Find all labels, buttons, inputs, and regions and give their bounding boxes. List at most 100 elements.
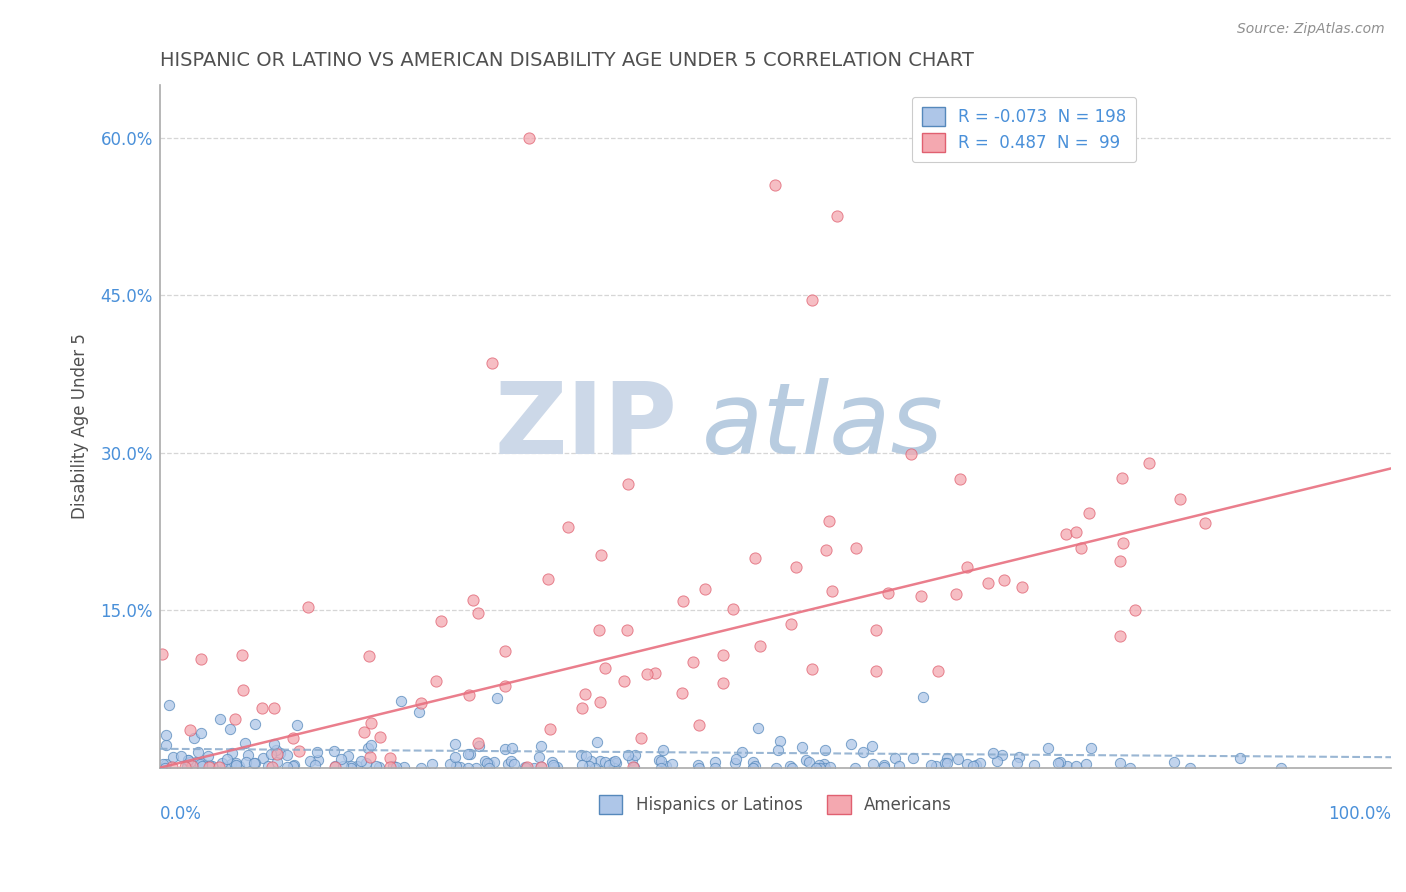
Point: [231, 648, 253, 662]
Point: [256, 759, 278, 773]
Text: 0.0%: 0.0%: [160, 805, 201, 823]
Point: [956, 560, 979, 574]
Point: [297, 600, 319, 615]
Point: [965, 757, 987, 772]
Point: [821, 583, 844, 598]
Point: [499, 754, 522, 768]
Point: [502, 757, 524, 772]
Point: [956, 756, 979, 771]
Point: [176, 759, 198, 773]
Point: [332, 759, 354, 773]
Point: [250, 701, 273, 715]
Point: [623, 760, 645, 774]
Point: [529, 749, 551, 764]
Point: [201, 759, 224, 773]
Point: [586, 734, 609, 748]
Point: [1229, 751, 1251, 765]
Point: [934, 756, 956, 770]
Point: [283, 758, 305, 772]
Point: [392, 760, 415, 774]
Point: [688, 761, 710, 775]
Point: [571, 701, 593, 715]
Point: [763, 178, 786, 192]
Point: [1046, 756, 1069, 770]
Point: [211, 756, 233, 771]
Point: [235, 755, 257, 769]
Point: [468, 739, 491, 754]
Point: [1054, 526, 1077, 541]
Point: [818, 514, 841, 528]
Point: [935, 751, 957, 765]
Point: [744, 551, 766, 566]
Point: [221, 747, 243, 761]
Point: [865, 664, 887, 678]
Point: [1163, 755, 1185, 769]
Point: [575, 748, 598, 763]
Point: [977, 575, 1000, 590]
Point: [589, 696, 612, 710]
Point: [623, 747, 645, 762]
Point: [711, 675, 734, 690]
Point: [176, 753, 198, 767]
Point: [920, 757, 942, 772]
Point: [243, 756, 266, 770]
Point: [380, 751, 402, 765]
Point: [704, 755, 727, 769]
Point: [197, 759, 219, 773]
Point: [481, 356, 503, 370]
Point: [598, 758, 620, 772]
Point: [188, 757, 211, 772]
Point: [457, 761, 479, 775]
Point: [350, 754, 373, 768]
Point: [494, 741, 516, 756]
Point: [494, 679, 516, 693]
Point: [585, 760, 607, 774]
Point: [187, 746, 209, 760]
Point: [515, 761, 537, 775]
Point: [711, 648, 734, 662]
Point: [219, 723, 242, 737]
Point: [170, 749, 193, 764]
Point: [298, 754, 321, 768]
Point: [813, 743, 835, 757]
Point: [578, 758, 600, 772]
Point: [478, 756, 501, 771]
Point: [655, 758, 678, 772]
Point: [630, 731, 652, 746]
Point: [482, 755, 505, 769]
Point: [360, 715, 382, 730]
Point: [270, 746, 292, 760]
Point: [693, 582, 716, 596]
Point: [927, 665, 949, 679]
Text: 100.0%: 100.0%: [1329, 805, 1391, 823]
Point: [264, 743, 287, 757]
Point: [1178, 761, 1201, 775]
Point: [263, 738, 285, 752]
Point: [322, 743, 344, 757]
Point: [266, 755, 288, 769]
Text: HISPANIC OR LATINO VS AMERICAN DISABILITY AGE UNDER 5 CORRELATION CHART: HISPANIC OR LATINO VS AMERICAN DISABILIT…: [160, 51, 974, 70]
Point: [517, 130, 540, 145]
Point: [792, 740, 814, 755]
Point: [238, 747, 260, 762]
Point: [593, 661, 616, 675]
Point: [1111, 471, 1133, 485]
Point: [1064, 524, 1087, 539]
Point: [1078, 507, 1101, 521]
Point: [557, 519, 579, 533]
Point: [616, 477, 638, 491]
Point: [543, 759, 565, 773]
Legend: Hispanics or Latinos, Americans: Hispanics or Latinos, Americans: [592, 789, 959, 821]
Point: [1270, 761, 1292, 775]
Point: [266, 747, 288, 761]
Point: [873, 759, 896, 773]
Point: [498, 757, 520, 772]
Point: [839, 737, 862, 751]
Point: [153, 761, 176, 775]
Point: [364, 759, 387, 773]
Point: [307, 753, 329, 767]
Point: [613, 673, 636, 688]
Point: [339, 758, 361, 772]
Point: [516, 759, 538, 773]
Point: [368, 730, 391, 744]
